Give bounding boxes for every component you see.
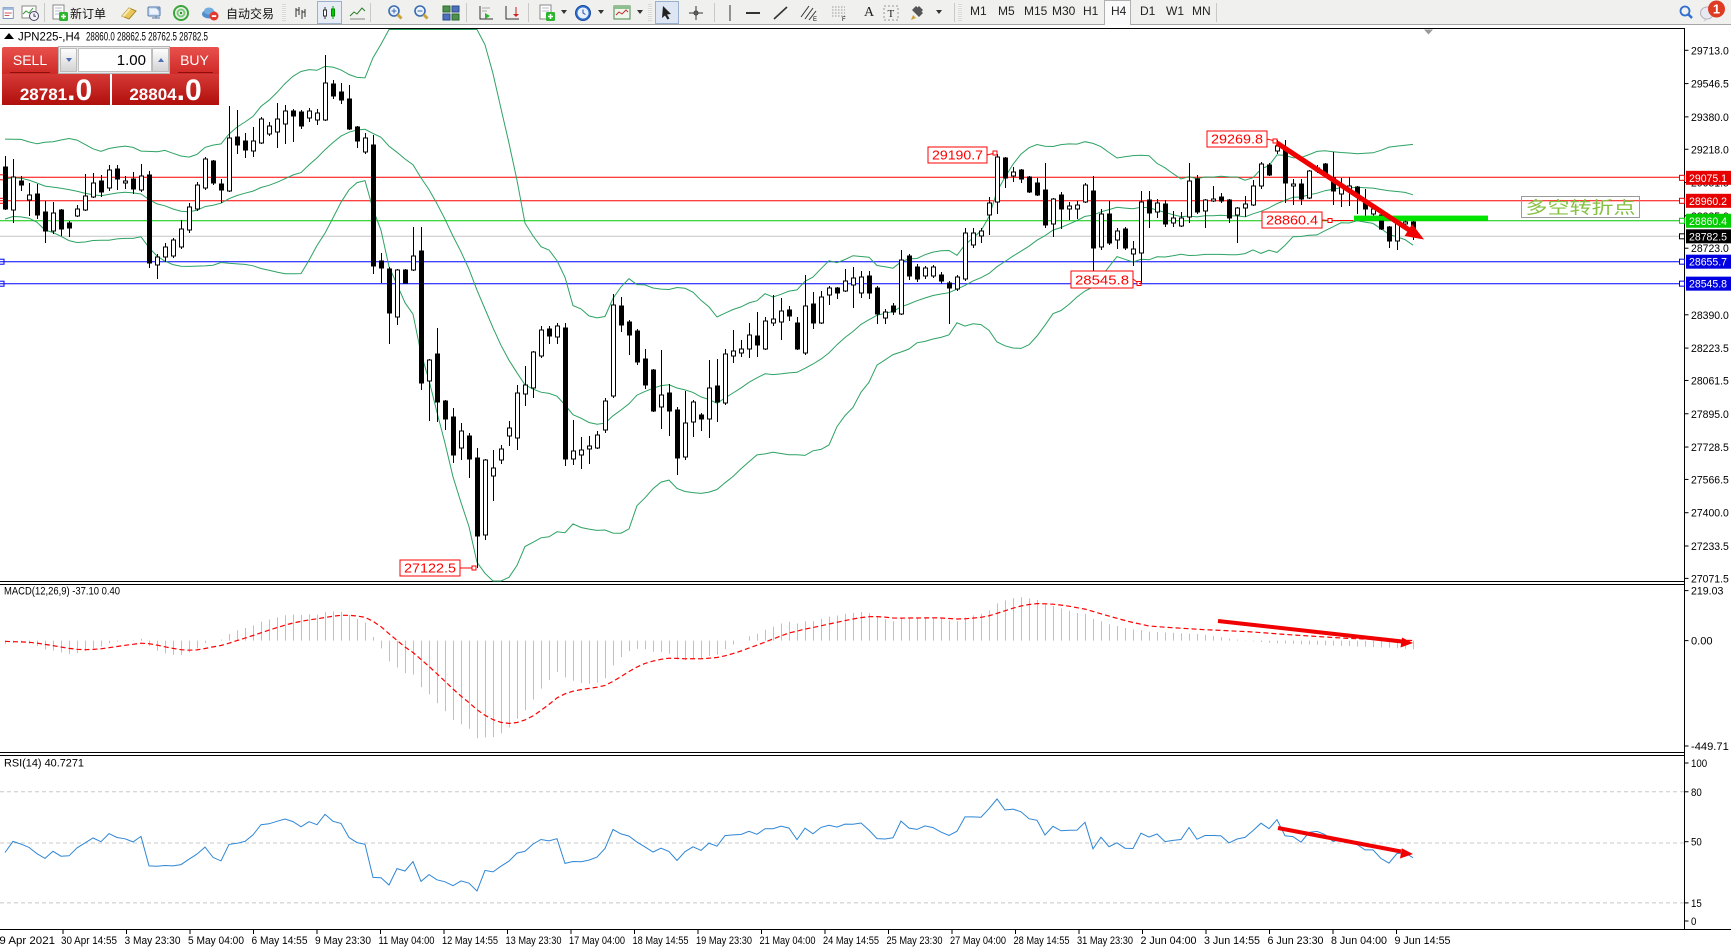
svg-text:T: T bbox=[888, 8, 895, 20]
svg-text:12 May 14:55: 12 May 14:55 bbox=[442, 935, 498, 947]
svg-text:6 May 14:55: 6 May 14:55 bbox=[252, 935, 308, 947]
svg-text:2 Jun 04:00: 2 Jun 04:00 bbox=[1141, 935, 1197, 947]
svg-text:RSI(14) 40.7271: RSI(14) 40.7271 bbox=[4, 758, 84, 770]
svg-text:219.03: 219.03 bbox=[1691, 586, 1723, 598]
svg-text:80: 80 bbox=[1691, 787, 1702, 799]
svg-text:27071.5: 27071.5 bbox=[1691, 573, 1729, 585]
svg-text:9 May 23:30: 9 May 23:30 bbox=[315, 935, 371, 947]
svg-text:0: 0 bbox=[1691, 916, 1696, 928]
svg-text:29546.5: 29546.5 bbox=[1691, 79, 1729, 91]
svg-text:-449.71: -449.71 bbox=[1691, 741, 1729, 753]
svg-text:27122.5: 27122.5 bbox=[404, 561, 456, 576]
svg-text:27728.5: 27728.5 bbox=[1691, 442, 1729, 454]
svg-text:29380.0: 29380.0 bbox=[1691, 112, 1729, 124]
svg-text:3 Jun 14:55: 3 Jun 14:55 bbox=[1204, 935, 1260, 947]
svg-text:18 May 14:55: 18 May 14:55 bbox=[633, 935, 689, 947]
svg-text:3 May 23:30: 3 May 23:30 bbox=[125, 935, 181, 947]
svg-text:17 May 04:00: 17 May 04:00 bbox=[569, 935, 625, 947]
svg-text:29075.1: 29075.1 bbox=[1689, 173, 1727, 185]
svg-text:0.00: 0.00 bbox=[1691, 636, 1713, 648]
svg-text:5 May 04:00: 5 May 04:00 bbox=[188, 935, 244, 947]
svg-text:28723.0: 28723.0 bbox=[1691, 243, 1729, 255]
svg-text:9 Jun 14:55: 9 Jun 14:55 bbox=[1395, 935, 1451, 947]
svg-text:28061.5: 28061.5 bbox=[1691, 375, 1729, 387]
svg-text:MACD(12,26,9) -37.10 0.40: MACD(12,26,9) -37.10 0.40 bbox=[4, 586, 120, 598]
svg-text:多空转折点: 多空转折点 bbox=[1526, 199, 1636, 218]
svg-text:E: E bbox=[813, 17, 817, 22]
svg-text:27566.5: 27566.5 bbox=[1691, 474, 1729, 486]
svg-text:24 May 14:55: 24 May 14:55 bbox=[823, 935, 879, 947]
svg-text:27 May 04:00: 27 May 04:00 bbox=[950, 935, 1006, 947]
svg-text:29713.0: 29713.0 bbox=[1691, 45, 1729, 57]
svg-text:27895.0: 27895.0 bbox=[1691, 409, 1729, 421]
svg-text:28390.0: 28390.0 bbox=[1691, 310, 1729, 322]
svg-text:19 May 23:30: 19 May 23:30 bbox=[696, 935, 752, 947]
svg-text:28782.5: 28782.5 bbox=[1689, 231, 1727, 243]
svg-text:28 May 14:55: 28 May 14:55 bbox=[1014, 935, 1070, 947]
svg-text:28860.0 28862.5 28762.5 28782.: 28860.0 28862.5 28762.5 28782.5 bbox=[86, 32, 208, 44]
svg-text:27233.5: 27233.5 bbox=[1691, 541, 1729, 553]
svg-text:13 May 23:30: 13 May 23:30 bbox=[506, 935, 562, 947]
svg-text:50: 50 bbox=[1691, 837, 1702, 849]
svg-text:29269.8: 29269.8 bbox=[1211, 132, 1263, 147]
svg-text:JPN225-,H4: JPN225-,H4 bbox=[18, 32, 81, 44]
svg-text:11 May 04:00: 11 May 04:00 bbox=[379, 935, 435, 947]
svg-text:6 Jun 23:30: 6 Jun 23:30 bbox=[1268, 935, 1324, 947]
svg-text:8 Jun 04:00: 8 Jun 04:00 bbox=[1331, 935, 1387, 947]
svg-text:28223.5: 28223.5 bbox=[1691, 343, 1729, 355]
svg-text:29218.0: 29218.0 bbox=[1691, 144, 1729, 156]
svg-text:28545.8: 28545.8 bbox=[1689, 279, 1727, 291]
svg-text:100: 100 bbox=[1691, 758, 1707, 770]
svg-text:29190.7: 29190.7 bbox=[932, 148, 983, 163]
svg-text:25 May 23:30: 25 May 23:30 bbox=[887, 935, 943, 947]
svg-text:28860.4: 28860.4 bbox=[1689, 216, 1727, 228]
svg-text:21 May 04:00: 21 May 04:00 bbox=[760, 935, 816, 947]
svg-text:28860.4: 28860.4 bbox=[1266, 213, 1318, 228]
svg-text:F: F bbox=[842, 17, 846, 22]
svg-text:28655.7: 28655.7 bbox=[1689, 257, 1727, 269]
svg-text:1: 1 bbox=[1713, 2, 1720, 17]
svg-text:30 Apr 14:55: 30 Apr 14:55 bbox=[61, 935, 117, 947]
svg-text:28960.2: 28960.2 bbox=[1689, 196, 1727, 208]
svg-text:31 May 23:30: 31 May 23:30 bbox=[1077, 935, 1133, 947]
svg-text:28545.8: 28545.8 bbox=[1075, 273, 1129, 288]
svg-text:29 Apr 2021: 29 Apr 2021 bbox=[0, 935, 55, 947]
svg-text:27400.0: 27400.0 bbox=[1691, 508, 1729, 520]
svg-text:15: 15 bbox=[1691, 898, 1702, 910]
